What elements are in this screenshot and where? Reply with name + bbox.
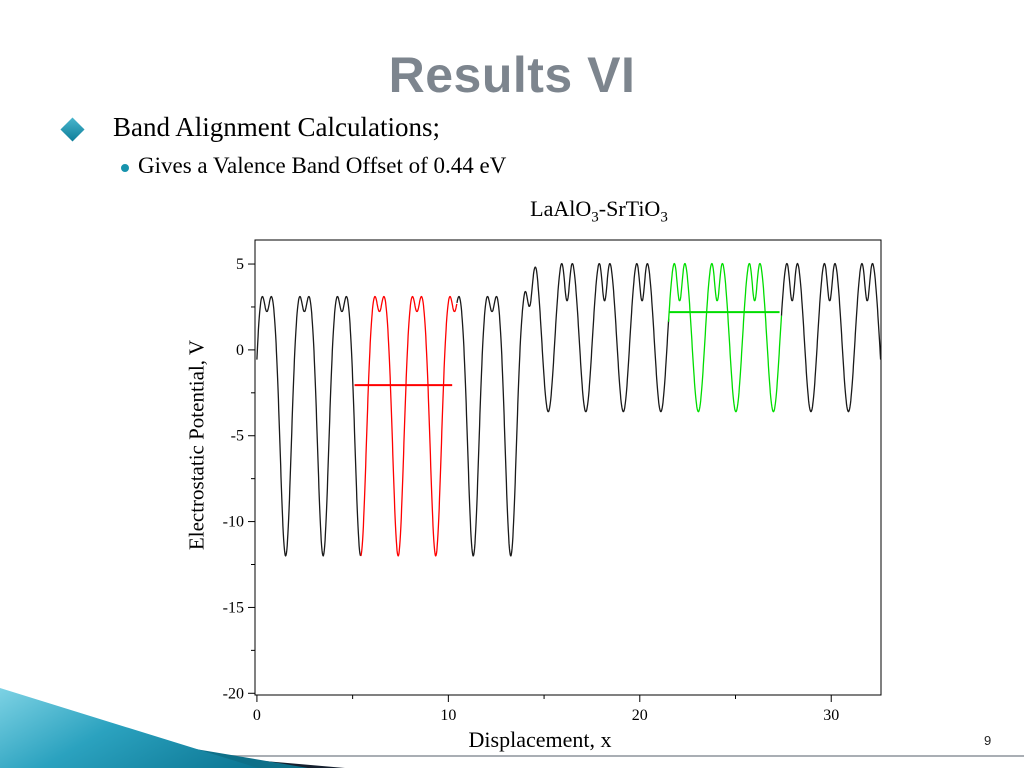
slide-title: Results VI: [388, 47, 636, 103]
potential-curve-segment: [360, 295, 458, 557]
chart-title: LaAlO3-SrTiO3: [530, 196, 668, 226]
x-tick-label: 0: [253, 707, 261, 724]
potential-curve-segment: [256, 295, 362, 557]
plot-frame: [254, 239, 882, 696]
footer-line: [0, 755, 1024, 757]
x-tick-label: 10: [440, 707, 456, 724]
y-tick-label: -20: [223, 685, 244, 702]
x-tick-label: 30: [823, 707, 839, 724]
potential-plot: 0 10 20 30 5 0 -5 -10 -15 -20: [223, 239, 882, 724]
x-tick-label: 20: [632, 707, 648, 724]
potential-curve-segment: [780, 262, 882, 413]
y-tick-label: 0: [236, 342, 244, 359]
chart-title-subscript: 3: [591, 209, 599, 226]
chart-title-part: LaAlO: [530, 196, 592, 221]
y-tick-label: -10: [223, 514, 244, 531]
bullet-level1: Band Alignment Calculations;: [113, 112, 440, 142]
bullet-level2: Gives a Valence Band Offset of 0.44 eV: [138, 153, 507, 178]
potential-curve-segment: [667, 262, 783, 413]
chart-title-part: -SrTiO: [598, 196, 661, 221]
chart-title-subscript: 3: [660, 209, 668, 226]
x-axis-label: Displacement, x: [468, 727, 612, 752]
y-tick-label: 5: [236, 256, 244, 273]
y-tick-label: -15: [223, 599, 244, 616]
page-number: 9: [984, 733, 992, 748]
y-tick-label: -5: [231, 428, 244, 445]
diamond-bullet-icon: [60, 117, 85, 142]
dot-bullet-icon: [121, 164, 129, 172]
potential-curve-segment: [456, 262, 670, 557]
